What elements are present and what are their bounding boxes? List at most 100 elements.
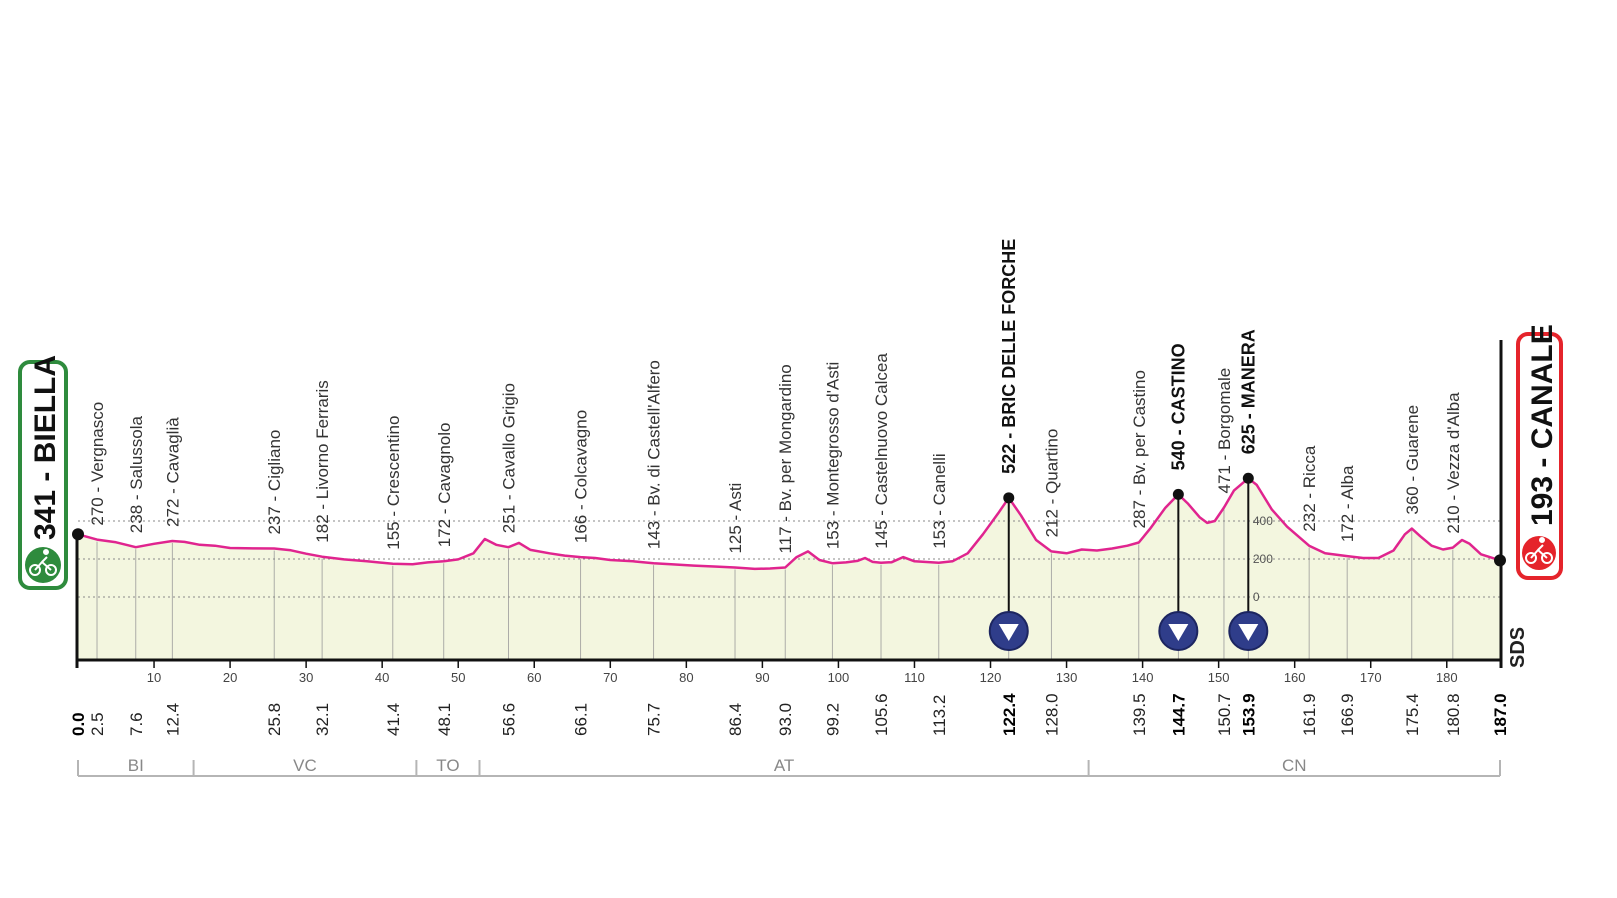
km-tick-label: 120 bbox=[980, 670, 1002, 685]
waypoint-label: 251 - Cavallo Grigio bbox=[499, 383, 518, 533]
waypoint-label: 287 - Bv. per Castino bbox=[1130, 370, 1149, 528]
km-tick-label: 70 bbox=[603, 670, 617, 685]
waypoint-label: 145 - Castelnuovo Calcea bbox=[872, 353, 891, 549]
waypoint-label: 153 - Canelli bbox=[930, 453, 949, 548]
waypoint-km-label: 86.4 bbox=[726, 703, 745, 736]
kom-summit-dot bbox=[1003, 492, 1015, 504]
altitude-label-200: 200 bbox=[1253, 552, 1273, 566]
finish-point-dot bbox=[1494, 554, 1506, 567]
waypoint-label: 125 - Asti bbox=[726, 483, 745, 554]
province-label: CN bbox=[1282, 756, 1307, 775]
waypoint-km-label: 56.6 bbox=[499, 703, 518, 736]
waypoint-label: 172 - Cavagnolo bbox=[435, 423, 454, 548]
province-label: TO bbox=[436, 756, 459, 775]
finish-badge-frame bbox=[1516, 332, 1563, 580]
waypoint-km-label: 113.2 bbox=[930, 695, 949, 736]
waypoint-km-label: 105.6 bbox=[872, 693, 891, 736]
elevation-profile-line bbox=[77, 477, 1501, 571]
waypoint-label: 540 - CASTINO bbox=[1168, 343, 1188, 470]
altitude-label-400: 400 bbox=[1253, 514, 1273, 528]
waypoint-label: 272 - Cavaglià bbox=[163, 417, 182, 527]
province-label: VC bbox=[293, 756, 317, 775]
start-town-label: 341 - BIELLA bbox=[29, 355, 62, 540]
waypoint-labels: 270 - Vergnasco 238 - Salussola 272 - Cava… bbox=[88, 239, 1463, 554]
waypoint-label: 237 - Cigliano bbox=[265, 430, 284, 535]
km-tick-label: 40 bbox=[375, 670, 389, 685]
km-tick-label: 170 bbox=[1360, 670, 1382, 685]
waypoint-km-label: 180.8 bbox=[1444, 693, 1463, 736]
profile-fill bbox=[78, 478, 1500, 660]
waypoint-km-label: 0.0 bbox=[69, 712, 88, 736]
waypoint-km-label: 187.0 bbox=[1491, 693, 1510, 736]
waypoint-km-label: 150.7 bbox=[1215, 693, 1234, 736]
profile-area: 400 200 0 bbox=[77, 477, 1501, 660]
kom-triangle-icon bbox=[1168, 624, 1189, 641]
waypoint-km-label: 93.0 bbox=[776, 703, 795, 736]
km-tick-label: 140 bbox=[1132, 670, 1154, 685]
km-tick-label: 110 bbox=[904, 670, 925, 685]
waypoint-km-label: 153.9 bbox=[1239, 693, 1258, 736]
waypoint-label: 117 - Bv. per Mongardino bbox=[776, 364, 795, 553]
km-tick-label: 50 bbox=[451, 670, 465, 685]
kom-triangle-icon bbox=[1238, 624, 1259, 641]
province-bar: BI VC TO AT CN bbox=[77, 756, 1501, 777]
altitude-label-0: 0 bbox=[1253, 590, 1260, 604]
waypoint-label: 172 - Alba bbox=[1338, 465, 1357, 542]
waypoint-km-label: 128.0 bbox=[1042, 693, 1061, 736]
waypoint-label: 143 - Bv. di Castell'Alfero bbox=[645, 360, 664, 549]
waypoint-label: 238 - Salussola bbox=[127, 415, 146, 533]
waypoint-km-labels: 0.0 187.0 2.5 7.6 12.4 25.8 32.1 41.4 48.1 56.6 66… bbox=[69, 693, 1510, 736]
waypoint-km-label: 144.7 bbox=[1169, 693, 1188, 736]
kom-summit-dot bbox=[1172, 488, 1184, 500]
km-tick-label: 90 bbox=[755, 670, 769, 685]
start-cyclist-icon-bg bbox=[25, 547, 61, 583]
km-tick-label: 130 bbox=[1056, 670, 1078, 685]
start-cyclist-icon bbox=[29, 549, 57, 576]
km-tick-label: 160 bbox=[1284, 670, 1306, 685]
waypoint-label: 210 - Vezza d'Alba bbox=[1444, 392, 1463, 534]
kom-markers bbox=[988, 472, 1269, 651]
finish-town-label: 193 - CANALE bbox=[1526, 324, 1559, 526]
waypoint-km-label: 139.5 bbox=[1130, 693, 1149, 736]
waypoint-label: 360 - Guarene bbox=[1403, 405, 1422, 515]
waypoint-km-label: 66.1 bbox=[572, 703, 591, 736]
waypoint-km-label: 7.6 bbox=[127, 712, 146, 736]
waypoint-label: 625 - MANERA bbox=[1238, 329, 1258, 454]
waypoint-km-label: 122.4 bbox=[1000, 693, 1019, 736]
finish-badge: 193 - CANALE bbox=[1516, 324, 1563, 580]
start-badge-frame bbox=[18, 360, 68, 590]
sds-logo: SDS bbox=[1507, 627, 1529, 668]
start-point-dot bbox=[72, 528, 84, 541]
waypoint-km-label: 175.4 bbox=[1403, 693, 1422, 736]
waypoint-km-label: 12.4 bbox=[163, 703, 182, 736]
waypoint-label: 155 - Crescentino bbox=[384, 416, 403, 550]
waypoint-km-label: 161.9 bbox=[1300, 693, 1319, 736]
kom-triangle-icon bbox=[998, 624, 1019, 641]
waypoint-km-label: 48.1 bbox=[435, 703, 454, 736]
finish-cyclist-icon-bg bbox=[1522, 536, 1556, 570]
finish-cyclist-icon bbox=[1525, 537, 1553, 564]
waypoint-km-label: 25.8 bbox=[265, 703, 284, 736]
start-badge: 341 - BIELLA bbox=[18, 355, 68, 590]
km-tick-labels: 10 20 30 40 50 60 70 80 90 100 110 120 130 140 150 160 1… bbox=[147, 660, 1458, 685]
km-tick-label: 30 bbox=[299, 670, 313, 685]
waypoint-label: 182 - Livorno Ferraris bbox=[313, 380, 332, 543]
province-label: AT bbox=[774, 756, 794, 775]
kom-summit-dot bbox=[1242, 472, 1254, 484]
km-tick-label: 20 bbox=[223, 670, 237, 685]
km-tick-label: 150 bbox=[1208, 670, 1230, 685]
waypoint-km-label: 2.5 bbox=[88, 712, 107, 736]
waypoint-label: 212 - Quartino bbox=[1042, 429, 1061, 538]
distance-axis bbox=[72, 340, 1506, 668]
km-tick-label: 60 bbox=[527, 670, 541, 685]
km-tick-label: 100 bbox=[828, 670, 850, 685]
km-tick-label: 180 bbox=[1436, 670, 1458, 685]
waypoint-km-label: 166.9 bbox=[1338, 693, 1357, 736]
province-label: BI bbox=[128, 756, 144, 775]
waypoint-label: 232 - Ricca bbox=[1300, 445, 1319, 532]
waypoint-km-label: 75.7 bbox=[645, 703, 664, 736]
waypoint-km-label: 32.1 bbox=[313, 703, 332, 736]
waypoint-label: 153 - Montegrosso d'Asti bbox=[823, 362, 842, 550]
waypoint-label: 471 - Borgomale bbox=[1215, 368, 1234, 494]
waypoint-label: 522 - BRIC DELLE FORCHE bbox=[999, 239, 1019, 474]
